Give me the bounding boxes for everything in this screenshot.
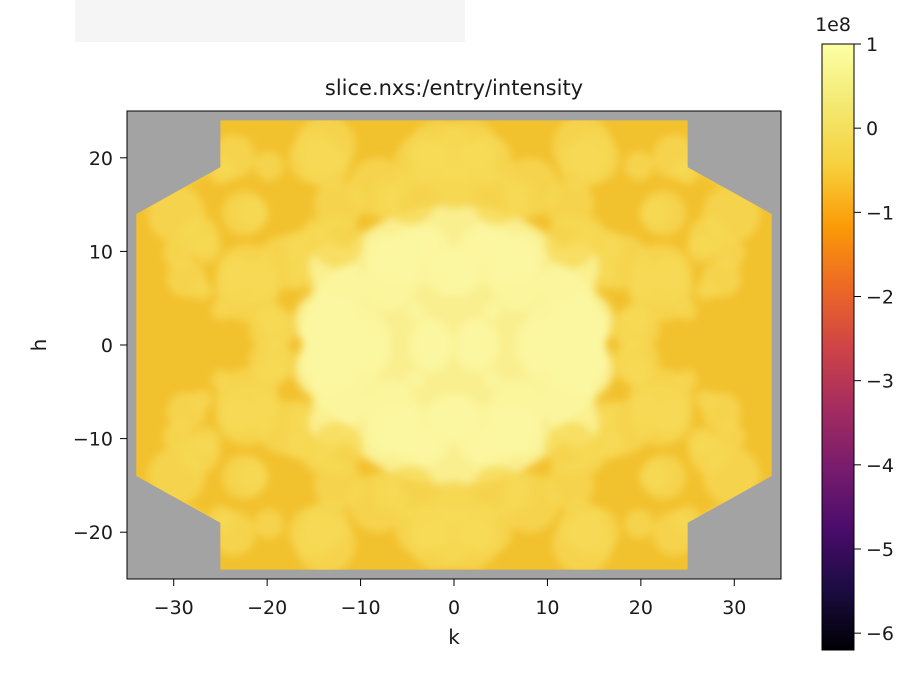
x-axis-label: k [448,625,460,649]
x-tick-label: −10 [341,597,381,619]
x-tick-label: −20 [247,597,287,619]
x-tick-label: 10 [535,597,559,619]
colorbar-tick-label: −1 [866,202,894,224]
colorbar-ticks: 1 0 −1 −2 −3 −4 −5 −6 [854,34,894,645]
x-tick-label: 20 [629,597,653,619]
colorbar-tick-label: −3 [866,371,894,393]
y-axis: −20 −10 0 10 20 [73,148,127,544]
colorbar [821,43,855,651]
top-strip-region [75,0,465,42]
colorbar-multiplier-label: 1e8 [815,14,851,36]
y-axis-label: h [27,339,51,352]
y-tick-label: 20 [89,148,113,170]
x-tick-label: 30 [722,597,746,619]
y-tick-label: −20 [73,522,113,544]
colorbar-tick-label: −5 [866,539,894,561]
y-tick-label: 10 [89,241,113,263]
x-tick-label: 0 [448,597,460,619]
colorbar-tick-label: 0 [866,118,878,140]
intensity-data-region [136,120,772,570]
colorbar-tick-label: −4 [866,455,894,477]
y-tick-label: −10 [73,429,113,451]
colorbar-tick-label: −2 [866,287,894,309]
colorbar-tick-label: −6 [866,623,894,645]
y-tick-label: 0 [101,335,113,357]
x-axis: −30 −20 −10 0 10 20 30 [154,579,746,619]
x-tick-label: −30 [154,597,194,619]
chart-title: slice.nxs:/entry/intensity [325,76,583,100]
colorbar-tick-label: 1 [866,34,878,56]
